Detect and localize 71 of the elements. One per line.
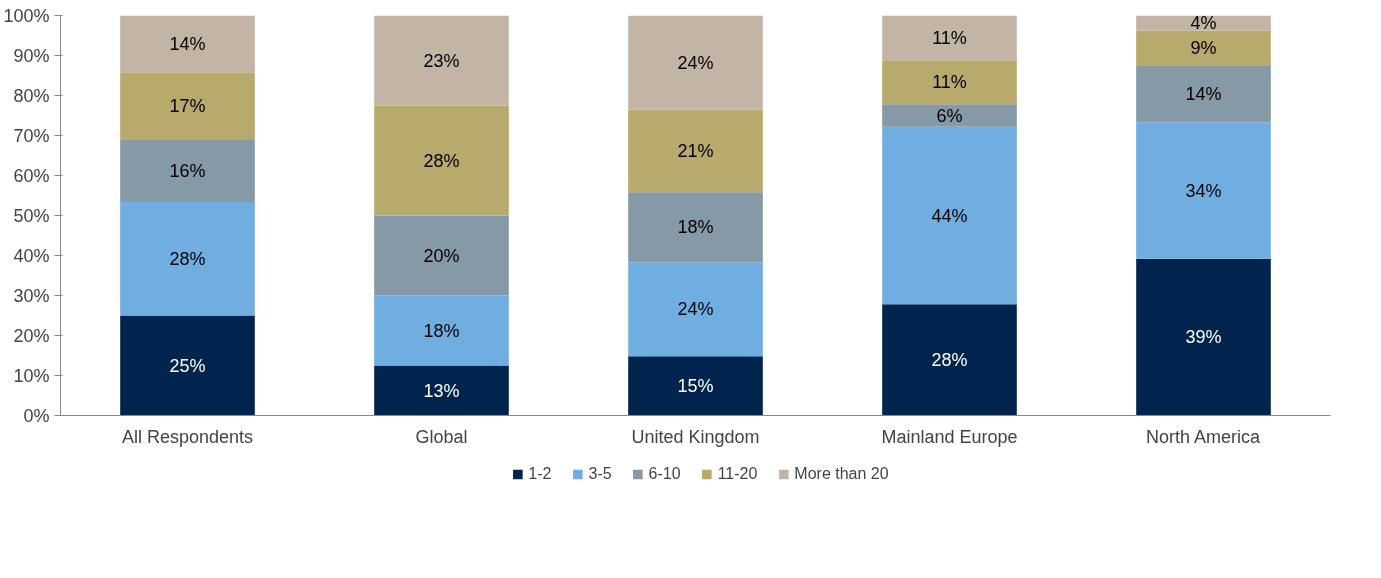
data-label: 21% [677,140,714,161]
data-label: 13% [423,380,460,401]
legend-label: 6-10 [648,465,681,483]
x-tick-label: North America [1145,426,1262,447]
bar [628,15,763,110]
data-label: 23% [423,50,460,71]
data-label: 11% [932,72,967,93]
bar [628,109,763,193]
legend-label: 3-5 [588,465,612,483]
data-label: 28% [169,248,206,269]
x-tick-label: All Respondents [121,426,254,447]
bar [1136,15,1271,31]
data-label: 14% [169,33,206,54]
legend-label: 1-2 [528,465,552,483]
data-label: 18% [423,320,460,341]
y-tick-label: 80% [13,85,50,106]
bar [1136,122,1271,259]
y-tick-label: 30% [13,285,50,306]
y-tick-label: 40% [13,245,50,266]
bar [1136,65,1271,123]
bar [374,365,509,416]
bar [1136,258,1271,416]
data-label: 24% [677,52,714,73]
bar [882,304,1017,416]
bar [374,15,509,106]
data-label: 4% [1190,13,1217,34]
data-label: 20% [423,245,460,266]
bar [882,60,1017,105]
data-label: 25% [169,355,206,376]
bar [374,105,509,216]
bar [120,15,255,73]
x-tick-label: United Kingdom [631,426,760,447]
bar [120,315,255,416]
y-tick-label: 70% [13,125,50,146]
data-label: 39% [1185,327,1222,348]
data-label: 44% [931,205,968,226]
y-tick-label: 10% [13,365,50,386]
bar [628,262,763,357]
data-label: 16% [169,160,206,181]
data-label: 28% [423,150,460,171]
bar [120,139,255,202]
y-tick-label: 0% [23,405,50,426]
data-label: 18% [677,217,714,238]
bar [374,215,509,296]
data-label: 17% [169,96,206,117]
x-tick-label: Mainland Europe [881,426,1018,447]
x-tick-label: Global [415,426,468,447]
data-label: 9% [1190,38,1217,59]
legend-label: 11-20 [717,465,758,483]
data-label: 34% [1185,180,1222,201]
data-label: 6% [936,105,963,126]
data-label: 24% [677,299,714,320]
bar [374,295,509,366]
bar [882,15,1017,61]
data-label: 11% [932,27,967,48]
y-tick-label: 20% [13,325,50,346]
bar [120,201,255,316]
data-label: 28% [931,349,968,370]
legend-label: More than 20 [794,465,889,483]
bar [120,72,255,140]
bar [882,104,1017,127]
y-tick-label: 60% [13,165,50,186]
y-tick-label: 100% [3,5,50,26]
bar [882,126,1017,305]
y-tick-label: 90% [13,45,50,66]
data-label: 15% [677,375,714,396]
bar [628,192,763,263]
bar [1136,30,1271,66]
data-label: 14% [1185,84,1222,105]
bar [628,356,763,416]
y-tick-label: 50% [13,205,50,226]
